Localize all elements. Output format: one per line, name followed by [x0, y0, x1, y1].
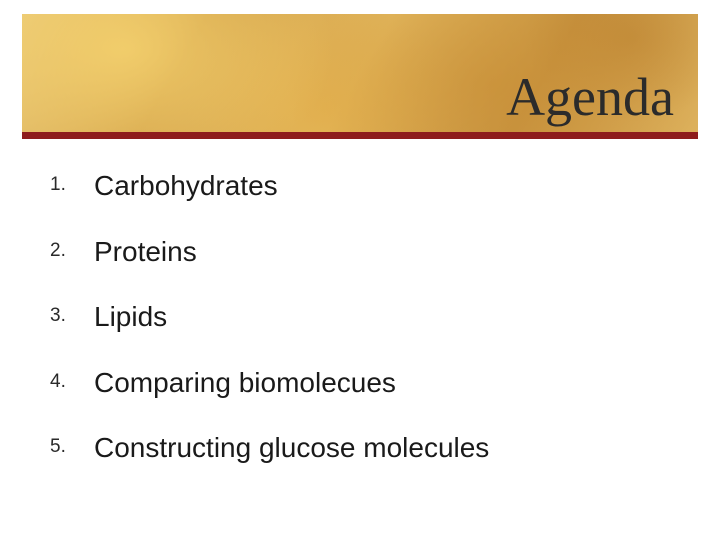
list-item: Constructing glucose molecules: [50, 431, 690, 465]
header-texture: Agenda: [22, 14, 698, 139]
list-item-label: Carbohydrates: [94, 170, 278, 201]
header-wrap: Agenda: [0, 0, 720, 139]
agenda-list: Carbohydrates Proteins Lipids Comparing …: [50, 169, 690, 465]
list-item: Comparing biomolecues: [50, 366, 690, 400]
list-item: Proteins: [50, 235, 690, 269]
list-item-label: Proteins: [94, 236, 197, 267]
list-item: Lipids: [50, 300, 690, 334]
list-item-label: Lipids: [94, 301, 167, 332]
content-area: Carbohydrates Proteins Lipids Comparing …: [0, 139, 720, 465]
list-item: Carbohydrates: [50, 169, 690, 203]
list-item-label: Constructing glucose molecules: [94, 432, 489, 463]
page-title: Agenda: [506, 70, 674, 124]
list-item-label: Comparing biomolecues: [94, 367, 396, 398]
slide: Agenda Carbohydrates Proteins Lipids Com…: [0, 0, 720, 540]
